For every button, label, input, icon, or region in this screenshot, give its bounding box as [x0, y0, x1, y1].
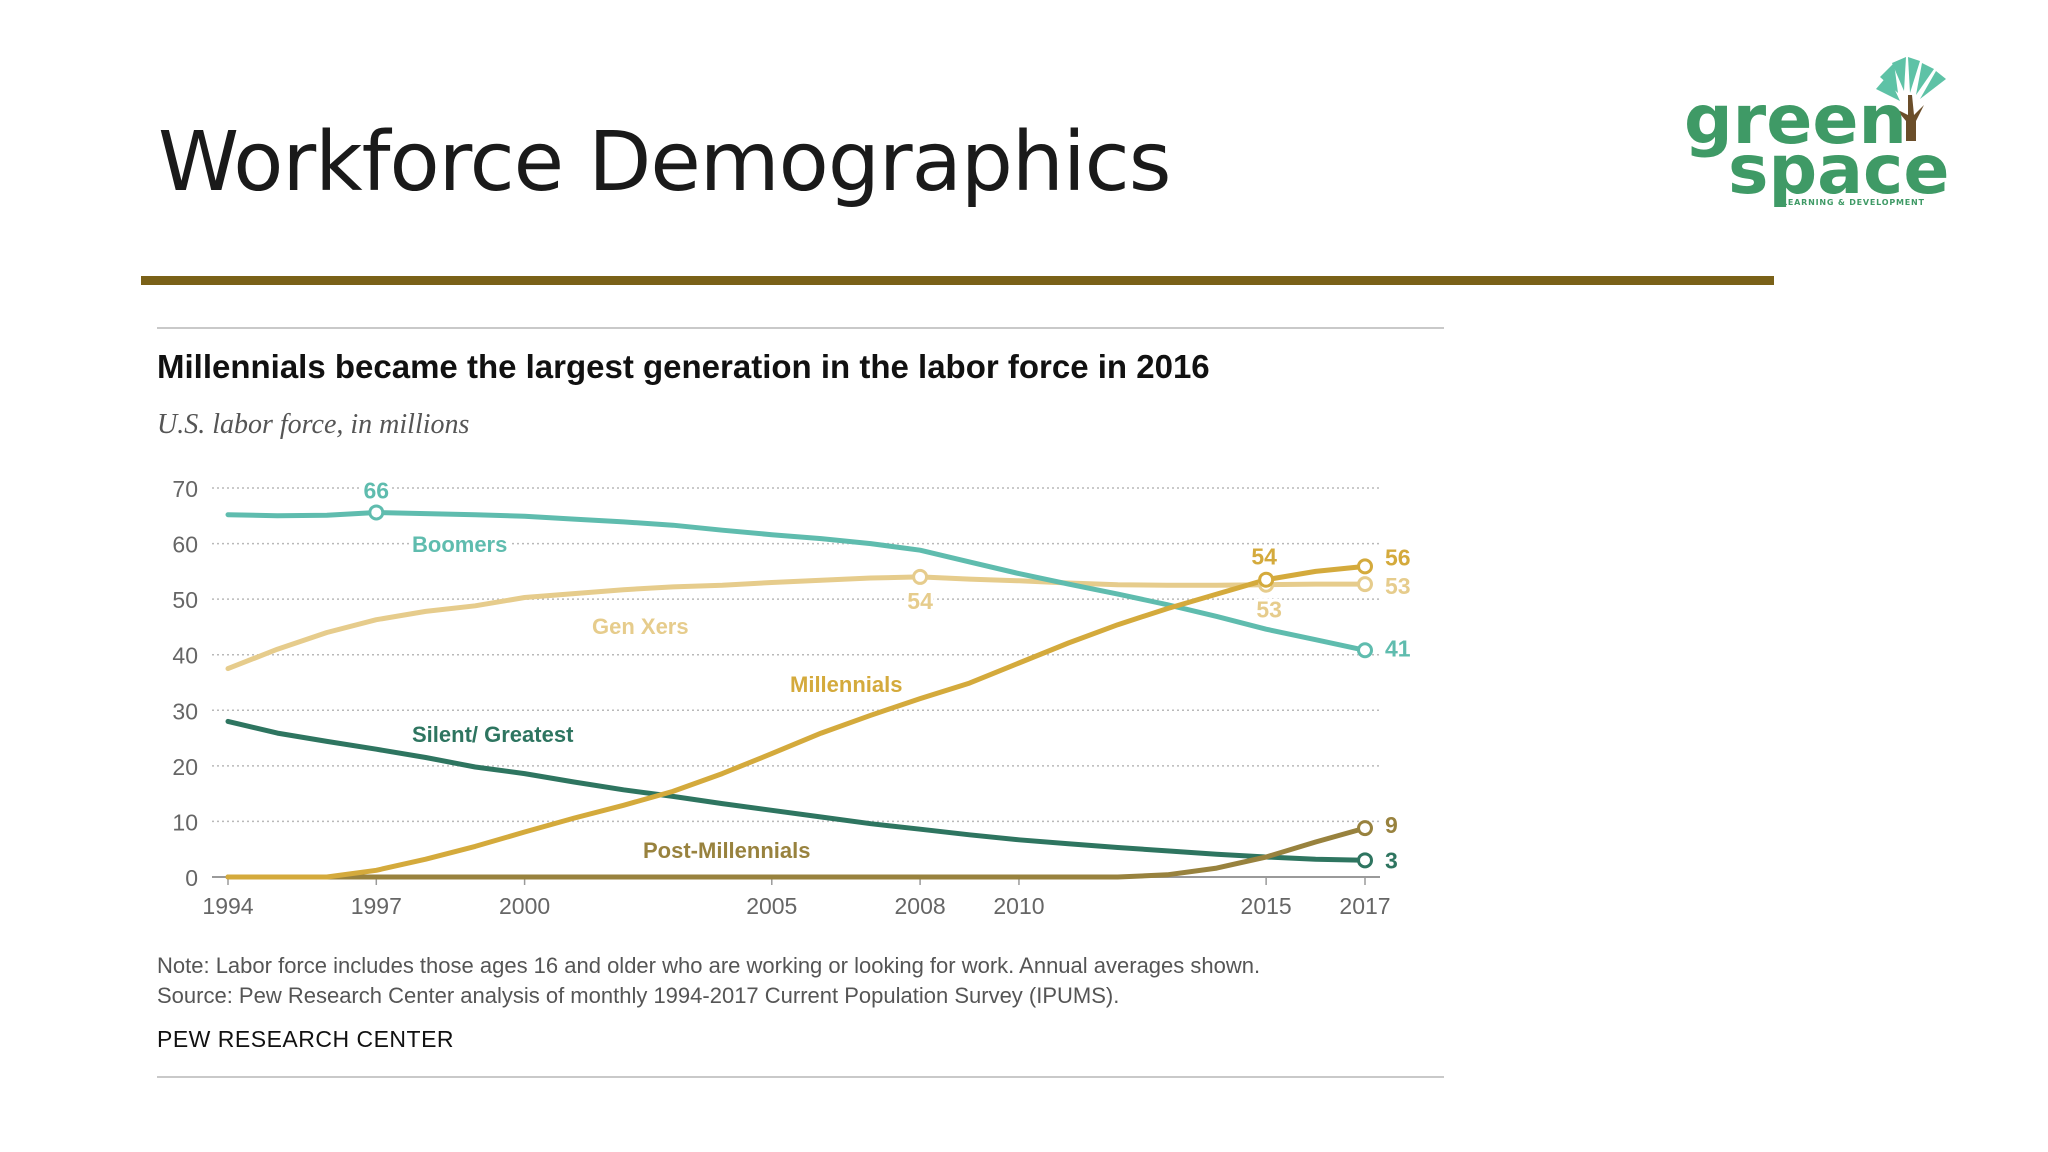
- chart-subtitle: U.S. labor force, in millions: [157, 409, 470, 440]
- title-underline: [141, 276, 1774, 285]
- series-line: [225, 563, 1368, 880]
- y-tick-label: 60: [172, 532, 198, 558]
- data-point-marker: [1258, 571, 1275, 588]
- y-tick-label: 70: [172, 476, 198, 502]
- data-label: 53: [1385, 573, 1411, 599]
- axis-labels: 0 10 20 30 40 50 60 70 1994 1997 2000 2005 2008 2010 2…: [172, 476, 1390, 919]
- chart-note: Note: Labor force includes those ages 16…: [157, 953, 1261, 978]
- x-tick-label: 1994: [202, 893, 253, 919]
- x-tick-label: 2017: [1339, 893, 1390, 919]
- series-line: [225, 825, 1368, 880]
- data-label: 41: [1385, 635, 1411, 661]
- series-name-label: Silent/ Greatest: [412, 722, 574, 747]
- data-label: 54: [1251, 544, 1277, 570]
- chart-top-rule: [157, 327, 1444, 329]
- slide-title: Workforce Demographics: [158, 115, 1171, 210]
- y-tick-label: 50: [172, 587, 198, 613]
- data-label: 54: [907, 588, 933, 614]
- data-point-marker: [1357, 576, 1373, 593]
- x-tick-label: 2000: [499, 893, 550, 919]
- data-label: 66: [364, 477, 390, 503]
- series-line: [225, 718, 1368, 863]
- y-tick-label: 40: [172, 643, 198, 669]
- x-tick-label: 2008: [895, 893, 946, 919]
- series-labels: 66 41 Boomers 54 53 53 Gen Xers 54 56 Millennials…: [361, 474, 1414, 876]
- x-tick-label: 2010: [993, 893, 1044, 919]
- source-organization: PEW RESEARCH CENTER: [157, 1026, 455, 1052]
- series-lines: [225, 510, 1368, 880]
- logo: green space LEARNING & DEVELOPMENT: [1680, 55, 1965, 215]
- chart-source: Source: Pew Research Center analysis of …: [157, 983, 1120, 1008]
- y-tick-label: 20: [172, 754, 198, 780]
- series-name-label: Gen Xers: [592, 614, 689, 639]
- data-point-marker: [368, 504, 385, 521]
- data-point-marker: [1357, 558, 1373, 575]
- y-tick-label: 10: [172, 809, 198, 835]
- data-point-marker: [1357, 852, 1373, 869]
- data-label: 9: [1385, 812, 1398, 838]
- data-point-marker: [1357, 642, 1373, 659]
- chart-bottom-rule: [157, 1076, 1444, 1078]
- series-name-label: Boomers: [412, 532, 507, 557]
- y-tick-label: 0: [185, 865, 198, 891]
- data-label: 56: [1385, 544, 1411, 570]
- logo-word-green: green: [1684, 81, 1907, 160]
- x-tick-label: 2015: [1241, 893, 1292, 919]
- x-tick-label: 2005: [746, 893, 797, 919]
- data-point-marker: [1357, 820, 1373, 837]
- data-label: 53: [1256, 597, 1282, 623]
- x-tick-label: 1997: [351, 893, 402, 919]
- tree-book-icon: green space LEARNING & DEVELOPMENT: [1684, 57, 1949, 210]
- series-name-label: Millennials: [790, 672, 902, 697]
- y-tick-label: 30: [172, 698, 198, 724]
- data-label: 3: [1385, 847, 1398, 873]
- logo-word-space: space: [1728, 131, 1949, 210]
- logo-tagline: LEARNING & DEVELOPMENT: [1782, 198, 1925, 207]
- data-point-marker: [912, 568, 929, 585]
- chart-title: Millennials became the largest generatio…: [157, 348, 1210, 385]
- series-line: [225, 574, 1368, 672]
- series-name-label: Post-Millennials: [643, 838, 810, 863]
